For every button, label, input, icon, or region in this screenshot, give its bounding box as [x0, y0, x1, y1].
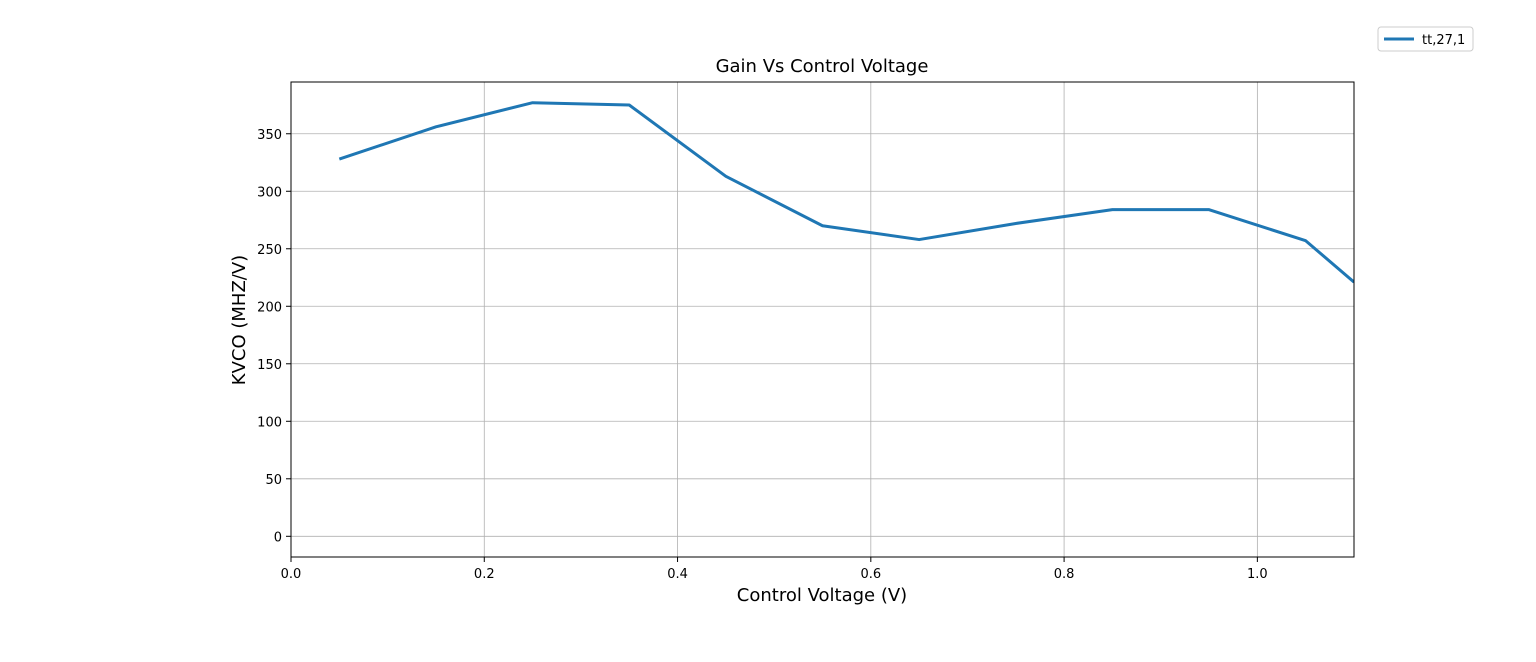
x-tick-label: 0.8 [1054, 567, 1075, 582]
series-layer [338, 101, 1354, 284]
plot-frame [290, 81, 1355, 558]
y-axis-label: KVCO (MHZ/V) [229, 255, 250, 385]
grid-layer [290, 82, 1354, 557]
y-tick-label: 350 [257, 128, 282, 143]
y-tick-label: 150 [257, 358, 282, 373]
ticks-layer: 0.0 0.2 0.4 0.6 0.8 1.0 0 50 100 150 200 250 300 350 [257, 128, 1268, 582]
x-axis-label: Control Voltage (V) [737, 585, 907, 606]
y-tick-label: 50 [265, 473, 282, 488]
x-tick-label: 0.6 [860, 567, 881, 582]
y-tick-label: 200 [257, 300, 282, 315]
y-tick-label: 250 [257, 243, 282, 258]
x-tick-label: 1.0 [1247, 567, 1268, 582]
x-tick-label: 0.0 [281, 567, 302, 582]
legend-entry-label: tt,27,1 [1422, 33, 1465, 48]
x-tick-label: 0.4 [667, 567, 688, 582]
legend-box [1377, 26, 1474, 52]
legend: tt,27,1 [1377, 26, 1474, 52]
chart-title: Gain Vs Control Voltage [716, 56, 929, 77]
x-tick-label: 0.2 [474, 567, 495, 582]
y-tick-label: 0 [274, 530, 282, 545]
y-tick-label: 300 [257, 185, 282, 200]
y-tick-label: 100 [257, 415, 282, 430]
series-line-0 [338, 101, 1354, 284]
